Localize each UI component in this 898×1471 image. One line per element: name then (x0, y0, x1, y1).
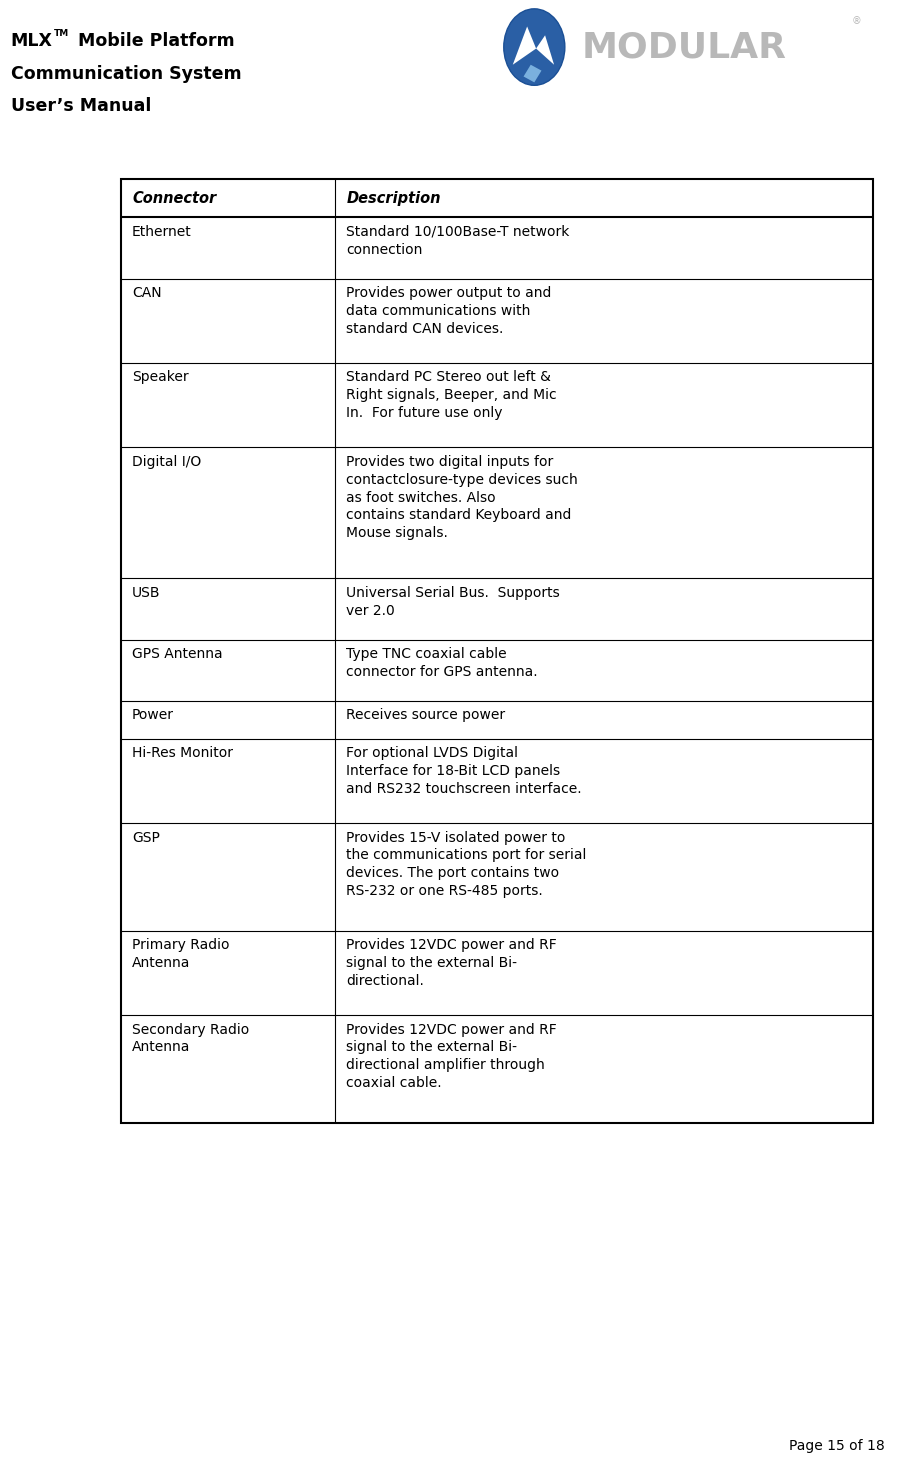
Text: For optional LVDS Digital
Interface for 18-Bit LCD panels
and RS232 touchscreen : For optional LVDS Digital Interface for … (347, 746, 582, 796)
Polygon shape (524, 65, 541, 82)
Text: MLX: MLX (11, 32, 53, 50)
Polygon shape (536, 35, 554, 65)
Text: Provides 12VDC power and RF
signal to the external Bi-
directional.: Provides 12VDC power and RF signal to th… (347, 938, 557, 989)
Text: Universal Serial Bus.  Supports
ver 2.0: Universal Serial Bus. Supports ver 2.0 (347, 585, 560, 618)
Text: Hi-Res Monitor: Hi-Res Monitor (132, 746, 233, 761)
Text: Speaker: Speaker (132, 371, 189, 384)
Text: Provides 15-V isolated power to
the communications port for serial
devices. The : Provides 15-V isolated power to the comm… (347, 831, 586, 899)
Text: Digital I/O: Digital I/O (132, 455, 201, 469)
Text: Mobile Platform: Mobile Platform (72, 32, 234, 50)
Text: Description: Description (347, 191, 441, 206)
Text: CAN: CAN (132, 285, 162, 300)
Text: Communication System: Communication System (11, 65, 242, 82)
Text: Primary Radio
Antenna: Primary Radio Antenna (132, 938, 230, 969)
Text: Page 15 of 18: Page 15 of 18 (788, 1439, 885, 1453)
Text: USB: USB (132, 585, 161, 600)
Text: User’s Manual: User’s Manual (11, 97, 151, 115)
Text: Provides two digital inputs for
contactclosure-type devices such
as foot switche: Provides two digital inputs for contactc… (347, 455, 578, 540)
Polygon shape (513, 26, 536, 65)
Text: Provides power output to and
data communications with
standard CAN devices.: Provides power output to and data commun… (347, 285, 551, 335)
Text: TM: TM (54, 29, 69, 38)
Text: Receives source power: Receives source power (347, 708, 506, 722)
Text: MODULAR: MODULAR (582, 29, 787, 65)
Text: Provides 12VDC power and RF
signal to the external Bi-
directional amplifier thr: Provides 12VDC power and RF signal to th… (347, 1022, 557, 1090)
Ellipse shape (504, 9, 565, 85)
Text: Type TNC coaxial cable
connector for GPS antenna.: Type TNC coaxial cable connector for GPS… (347, 647, 538, 678)
Text: Secondary Radio
Antenna: Secondary Radio Antenna (132, 1022, 250, 1055)
Text: Power: Power (132, 708, 174, 722)
Text: Standard PC Stereo out left &
Right signals, Beeper, and Mic
In.  For future use: Standard PC Stereo out left & Right sign… (347, 371, 557, 421)
Text: Ethernet: Ethernet (132, 225, 192, 238)
Text: Standard 10/100Base-T network
connection: Standard 10/100Base-T network connection (347, 225, 569, 256)
Text: GSP: GSP (132, 831, 160, 844)
Text: GPS Antenna: GPS Antenna (132, 647, 223, 660)
Text: Connector: Connector (132, 191, 216, 206)
Bar (121, 179, 873, 1122)
Text: ®: ® (851, 16, 861, 25)
